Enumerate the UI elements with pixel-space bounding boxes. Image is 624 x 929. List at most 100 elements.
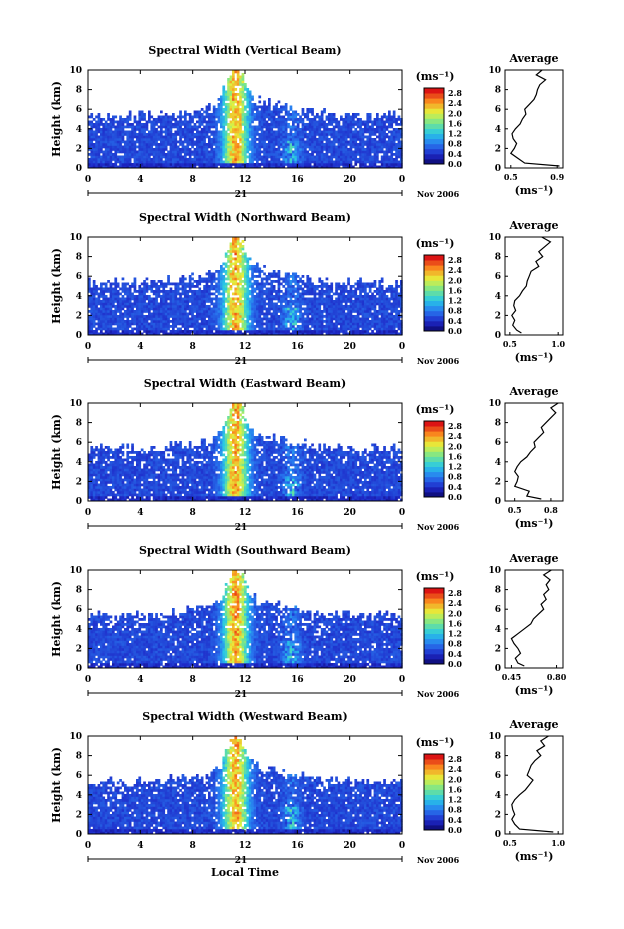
heatmap-cell [133, 120, 137, 124]
heatmap-cell [160, 317, 163, 321]
heatmap-cell [308, 322, 312, 326]
heatmap-cell [232, 128, 235, 131]
heatmap-cell [100, 290, 103, 293]
heatmap-cell [208, 315, 211, 318]
heatmap-cell [308, 312, 312, 316]
heatmap-cell [112, 145, 115, 149]
heatmap-cell [196, 310, 199, 313]
heatmap-cell [364, 140, 367, 144]
heatmap-cell [119, 322, 122, 326]
heatmap-cell [104, 287, 108, 291]
heatmap-cell [296, 153, 300, 156]
heatmap-cell [320, 145, 324, 149]
heatmap-cell [335, 138, 338, 141]
heatmap-cell [222, 115, 226, 119]
heatmap-cell [227, 148, 230, 151]
heatmap-cell [347, 165, 350, 169]
colorbar-segment [424, 148, 444, 155]
heatmap-cell [289, 140, 293, 144]
heatmap-cell [119, 138, 122, 141]
heatmap-cell [244, 307, 247, 311]
heatmap-cell [323, 120, 326, 124]
heatmap-cell [155, 297, 158, 301]
heatmap-cell [184, 290, 187, 293]
heatmap-cell [143, 113, 146, 116]
heatmap-cell [109, 163, 113, 166]
heatmap-cell [251, 128, 254, 131]
heatmap-cell [88, 140, 91, 144]
heatmap-cell [294, 330, 298, 333]
heatmap-cell [220, 312, 223, 316]
heatmap-cell [152, 315, 156, 318]
heatmap-cell [157, 165, 161, 169]
heatmap-cell [246, 155, 250, 159]
heatmap-cell [162, 307, 166, 311]
heatmap-cell [167, 282, 170, 286]
heatmap-cell [140, 118, 144, 121]
heatmap-cell [248, 128, 252, 131]
heatmap-cell [325, 138, 329, 141]
heatmap-cell [198, 148, 202, 151]
heatmap-cell [263, 108, 266, 111]
heatmap-cell [184, 297, 187, 301]
heatmap-cell [354, 148, 358, 151]
heatmap-cell [308, 123, 312, 126]
heatmap-cell [126, 125, 130, 129]
heatmap-cell [294, 163, 298, 166]
heatmap-cell [320, 290, 324, 293]
heatmap-cell [203, 135, 206, 139]
heatmap-cell [92, 325, 96, 328]
colorbar-segment [424, 103, 444, 109]
heatmap-cell [236, 287, 240, 291]
heatmap-cell [287, 133, 290, 136]
heatmap-cell [88, 160, 91, 164]
heatmap-cell [102, 145, 106, 149]
heatmap-cell [280, 277, 283, 281]
heatmap-cell [215, 282, 218, 286]
heatmap-cell [244, 282, 247, 286]
heatmap-cell [239, 138, 242, 141]
heatmap-cell [239, 135, 242, 139]
heatmap-cell [109, 150, 113, 154]
heatmap-cell [184, 295, 187, 298]
heatmap-cell [126, 287, 130, 291]
heatmap-cell [210, 120, 214, 124]
heatmap-cell [186, 282, 190, 286]
heatmap-cell [203, 295, 206, 298]
heatmap-cell [143, 327, 146, 331]
heatmap-cell [133, 277, 137, 281]
heatmap-cell [253, 315, 257, 318]
heatmap-cell [359, 118, 362, 121]
heatmap-cell [373, 130, 377, 134]
heatmap-cell [356, 123, 360, 126]
heatmap-cell [368, 165, 372, 169]
heatmap-cell [145, 120, 149, 124]
heatmap-cell [287, 290, 290, 293]
heatmap-cell [236, 312, 240, 316]
heatmap-cell [205, 272, 209, 276]
heatmap-cell [169, 155, 173, 159]
heatmap-cell [241, 165, 245, 169]
heatmap-cell [253, 267, 257, 271]
heatmap-cell [131, 153, 134, 156]
heatmap-cell [354, 163, 358, 166]
heatmap-cell [277, 163, 281, 166]
heatmap-cell [366, 125, 370, 129]
heatmap-cell [352, 140, 355, 144]
heatmap-cell [229, 160, 233, 164]
heatmap-cell [112, 120, 115, 124]
heatmap-cell [292, 292, 295, 296]
heatmap-cell [270, 317, 274, 321]
heatmap-cell [167, 130, 170, 134]
heatmap-cell [222, 277, 226, 281]
heatmap-cell [241, 143, 245, 146]
heatmap-cell [109, 285, 113, 288]
heatmap-cell [316, 155, 319, 159]
heatmap-cell [138, 307, 142, 311]
heatmap-cell [227, 110, 230, 114]
avg-x-tick-label: 0.9 [550, 172, 564, 182]
heatmap-cell [160, 118, 163, 121]
heatmap-cell [229, 158, 233, 161]
heatmap-cell [385, 120, 389, 124]
heatmap-cell [236, 78, 240, 81]
